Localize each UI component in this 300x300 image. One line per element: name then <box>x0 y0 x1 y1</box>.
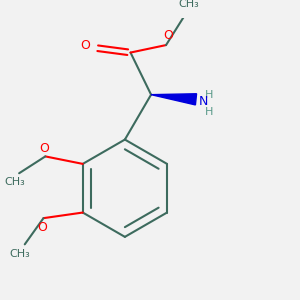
Text: O: O <box>81 39 91 52</box>
Text: N: N <box>199 95 208 108</box>
Text: O: O <box>40 142 49 155</box>
Polygon shape <box>151 94 196 105</box>
Text: O: O <box>163 29 173 42</box>
Text: O: O <box>38 221 47 234</box>
Text: CH₃: CH₃ <box>10 249 30 259</box>
Text: H: H <box>205 90 213 100</box>
Text: CH₃: CH₃ <box>178 0 199 9</box>
Text: H: H <box>205 107 213 117</box>
Text: CH₃: CH₃ <box>4 177 25 187</box>
